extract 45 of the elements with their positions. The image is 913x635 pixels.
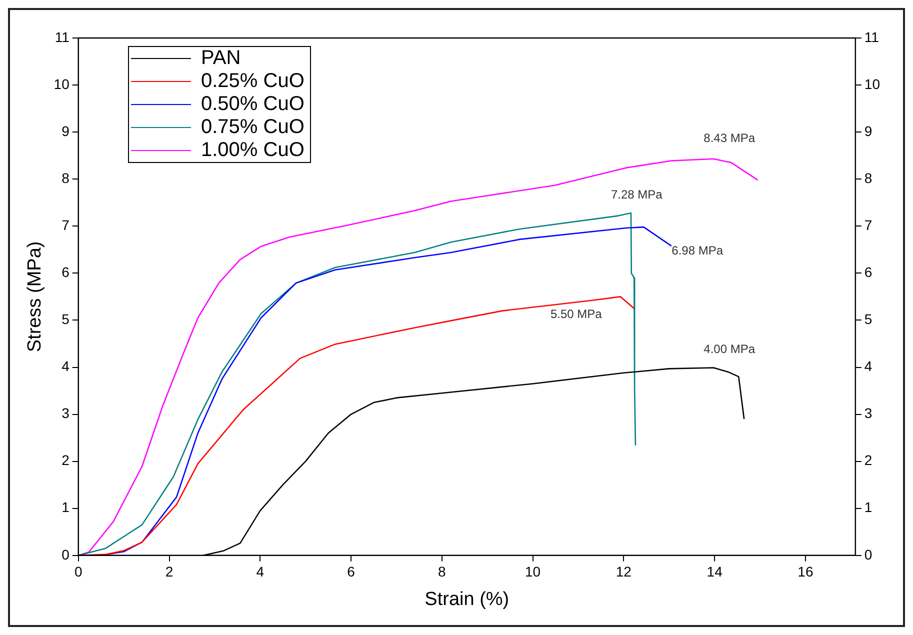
y-tick-label: 2 xyxy=(62,452,70,468)
y-tick-label: 7 xyxy=(62,217,70,234)
y-tick-label: 5 xyxy=(62,311,70,328)
x-tick-label: 12 xyxy=(616,564,632,580)
y2-tick-label: 7 xyxy=(864,217,872,234)
x-tick-label: 6 xyxy=(347,564,356,580)
legend-label: PAN xyxy=(201,47,241,70)
x-tick-label: 16 xyxy=(798,564,814,580)
x-axis-title: Strain (%) xyxy=(424,588,510,610)
y2-tick-label: 11 xyxy=(864,28,880,45)
y2-tick-label: 10 xyxy=(864,76,880,92)
x-tick-label: 14 xyxy=(706,564,723,580)
legend-label: 0.75% CuO xyxy=(201,116,304,139)
y2-tick-label: 1 xyxy=(864,499,872,516)
annotation: 6.98 MPa xyxy=(672,243,724,258)
x-tick-label: 8 xyxy=(438,564,446,580)
x-tick-label: 4 xyxy=(256,564,264,580)
annotation: 8.43 MPa xyxy=(704,131,756,146)
annotation: 5.50 MPa xyxy=(550,307,602,322)
y-tick-label: 0 xyxy=(62,546,70,562)
y-tick-label: 1 xyxy=(62,499,70,516)
y2-tick-label: 3 xyxy=(864,405,872,422)
y2-tick-label: 6 xyxy=(864,264,872,280)
y2-tick-label: 5 xyxy=(864,311,872,328)
y2-tick-label: 4 xyxy=(864,358,872,374)
x-tick-label: 10 xyxy=(525,564,541,580)
y-tick-label: 10 xyxy=(54,76,70,92)
y2-tick-label: 2 xyxy=(864,452,872,468)
y-axis-title: Stress (MPa) xyxy=(24,241,46,352)
legend-label: 0.50% CuO xyxy=(201,93,304,116)
x-tick-label: 0 xyxy=(74,564,82,580)
legend-label: 0.25% CuO xyxy=(201,70,304,93)
annotation: 4.00 MPa xyxy=(704,342,756,356)
y2-tick-label: 9 xyxy=(864,122,872,139)
y2-tick-label: 8 xyxy=(864,170,872,186)
y2-tick-label: 0 xyxy=(864,546,872,562)
y-tick-label: 9 xyxy=(62,122,70,139)
y-tick-label: 6 xyxy=(62,264,70,280)
y-tick-label: 8 xyxy=(62,170,70,186)
legend-label: 1.00% CuO xyxy=(201,139,304,162)
y-tick-label: 4 xyxy=(62,358,70,374)
y-tick-label: 11 xyxy=(54,28,70,45)
x-tick-label: 2 xyxy=(165,564,174,580)
annotation: 7.28 MPa xyxy=(610,187,663,202)
y-tick-label: 3 xyxy=(62,405,70,422)
